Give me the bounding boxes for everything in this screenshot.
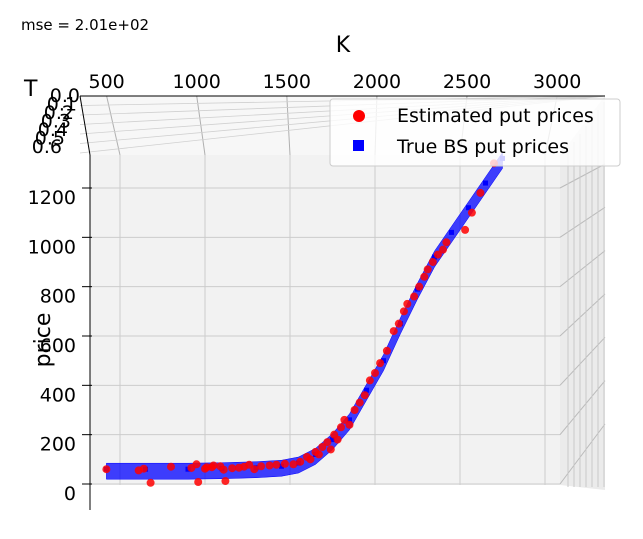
side-pane (560, 95, 605, 490)
estimated-price-point (340, 415, 349, 424)
estimated-price-point (365, 376, 374, 385)
estimated-price-point (355, 398, 364, 407)
legend-marker-estimated (353, 110, 365, 122)
estimated-price-point (476, 188, 485, 197)
z-tick-label: 800 (40, 286, 76, 308)
estimated-price-point (345, 420, 354, 429)
data-points (102, 159, 498, 487)
estimated-price-point (337, 423, 345, 432)
legend-label-estimated: Estimated put prices (397, 105, 594, 127)
true-price-marker (279, 463, 284, 469)
z-tick-label: 0 (64, 483, 76, 505)
estimated-price-point (350, 406, 359, 414)
y-tick-label: 0.4 (38, 119, 68, 141)
estimated-price-point (146, 478, 155, 487)
estimated-price-point (289, 460, 298, 469)
y-axis-line (79, 95, 91, 156)
back-pane (90, 155, 560, 485)
estimated-price-point (420, 272, 429, 281)
estimated-price-point (428, 258, 437, 266)
estimated-price-point (376, 359, 385, 368)
z-axis-label: price (31, 313, 56, 368)
true-price-marker (330, 437, 335, 443)
legend-marker-true (353, 140, 364, 151)
estimated-price-point (228, 464, 237, 473)
true-price-marker (432, 254, 437, 260)
estimated-price-point (209, 461, 218, 470)
estimated-price-point (296, 457, 305, 466)
estimated-price-point (333, 435, 342, 444)
true-price-marker (347, 417, 352, 423)
estimated-price-point (221, 477, 230, 486)
y-tick-label: 0.3 (41, 111, 71, 133)
true-price-marker (483, 180, 488, 186)
y-tick-label: 0.1 (47, 94, 77, 116)
z-tick-label: 400 (40, 384, 76, 406)
estimated-price-point (423, 265, 432, 274)
estimated-price-point (192, 460, 201, 469)
estimated-price-point (433, 250, 442, 259)
true-price-marker (466, 205, 471, 211)
x-tick-label: 1500 (263, 71, 311, 93)
y-tick-label: 0.5 (35, 128, 65, 150)
estimated-price-point (139, 464, 148, 473)
x-tick-label: 1000 (173, 71, 221, 93)
x-tick-label: 500 (88, 71, 124, 93)
true-price-marker (364, 387, 369, 393)
estimated-price-point (461, 225, 470, 234)
x-axis-label: K (336, 33, 351, 58)
true-price-marker (381, 358, 386, 364)
estimated-price-point (257, 462, 266, 471)
estimated-price-point (250, 465, 259, 474)
estimated-price-point (403, 299, 412, 308)
estimated-price-point (467, 208, 476, 217)
estimated-price-point (442, 238, 451, 247)
x-tick-label: 2500 (443, 71, 491, 93)
z-tick-label: 1000 (28, 236, 76, 258)
estimated-price-point (272, 460, 281, 469)
x-floor-line (106, 95, 121, 156)
legend-label-true: True BS put prices (396, 136, 569, 158)
estimated-price-point (360, 391, 369, 400)
x-tick-label: 3000 (533, 71, 581, 93)
true-price-marker (449, 229, 454, 235)
estimated-price-point (265, 461, 274, 470)
estimated-price-point (102, 465, 111, 474)
estimated-price-point (314, 450, 323, 459)
z-tick-label: 600 (40, 335, 76, 357)
estimated-price-point (318, 443, 327, 451)
estimated-price-point (167, 462, 175, 471)
y-tick-label: 0.2 (44, 102, 74, 124)
z-tick-label: 200 (40, 434, 76, 456)
estimated-price-point (371, 369, 379, 377)
estimated-price-point (194, 478, 203, 487)
estimated-price-point (415, 282, 424, 291)
x-tick-label: 2000 (353, 71, 401, 93)
estimated-price-point (410, 292, 419, 301)
legend: Estimated put prices True BS put prices (329, 98, 621, 167)
estimated-price-point (399, 307, 408, 316)
estimated-price-point (306, 455, 315, 464)
z-tick-label: 1200 (28, 187, 76, 209)
estimated-price-point (280, 459, 289, 468)
estimated-price-point (323, 438, 332, 447)
estimated-price-point (382, 346, 391, 355)
y-axis-label: T (23, 77, 38, 102)
tick-labels: 500 1000 1500 2000 2500 3000 0 200 400 600 800 1000… (28, 71, 582, 505)
y-tick-label: 0.6 (32, 136, 62, 158)
estimated-price-point (394, 319, 403, 328)
x-floor-line (286, 95, 291, 156)
y-tick-label: 0.0 (50, 85, 80, 107)
estimated-price-point (439, 245, 447, 254)
estimated-price-point (219, 465, 228, 474)
legend-box (329, 98, 621, 167)
estimated-price-point (389, 327, 398, 336)
estimated-price-point (326, 445, 335, 454)
mse-annotation: mse = 2.01e+02 (21, 16, 150, 34)
